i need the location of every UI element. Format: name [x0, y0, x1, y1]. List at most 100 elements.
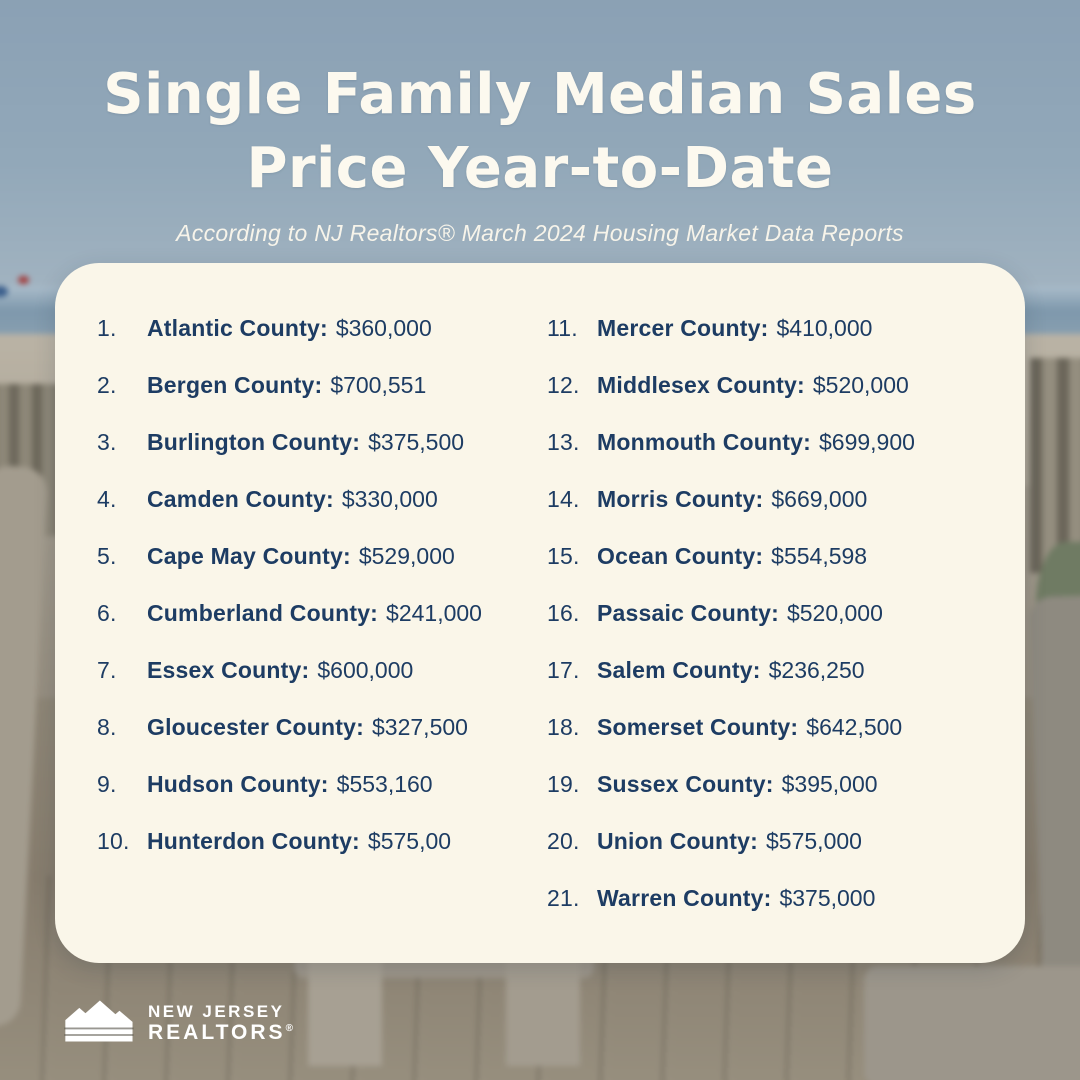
county-name: Atlantic County: — [147, 315, 328, 341]
county-name: Essex County: — [147, 657, 310, 683]
county-name: Cumberland County: — [147, 600, 379, 626]
county-name: Morris County: — [597, 486, 764, 512]
item-text: Essex County: $600,000 — [147, 657, 413, 684]
item-number: 9. — [97, 771, 117, 797]
county-list-item: 9. Hudson County: $553,160 — [97, 771, 547, 805]
subtitle: According to NJ Realtors® March 2024 Hou… — [176, 220, 904, 246]
item-number: 10. — [97, 828, 130, 854]
county-list-item: 7. Essex County: $600,000 — [97, 657, 547, 691]
item-text: Monmouth County: $699,900 — [597, 429, 915, 456]
county-name: Mercer County: — [597, 315, 769, 341]
median-price: $236,250 — [768, 657, 865, 683]
county-list-item: 11. Mercer County: $410,000 — [547, 315, 997, 349]
median-price: $375,500 — [368, 429, 465, 455]
houses-logo-icon — [60, 993, 136, 1054]
county-name: Ocean County: — [597, 543, 764, 569]
item-text: Cape May County: $529,000 — [147, 543, 455, 570]
county-list-item: 14. Morris County: $669,000 — [547, 486, 997, 520]
item-text: Morris County: $669,000 — [597, 486, 867, 513]
median-price: $575,00 — [367, 828, 452, 854]
item-text: Sussex County: $395,000 — [597, 771, 878, 798]
county-name: Somerset County: — [597, 714, 799, 740]
registered-trademark-symbol: ® — [285, 1023, 296, 1035]
median-price: $520,000 — [812, 372, 909, 398]
median-price: $327,500 — [372, 714, 468, 740]
item-number: 1. — [97, 315, 117, 341]
county-list-item: 13. Monmouth County: $699,900 — [547, 429, 997, 463]
median-price: $410,000 — [776, 315, 873, 341]
county-name: Hudson County: — [147, 771, 329, 797]
item-text: Camden County: $330,000 — [147, 486, 438, 513]
beach-umbrella-red — [18, 276, 29, 284]
item-number: 18. — [547, 714, 580, 740]
item-number: 16. — [547, 600, 580, 626]
county-list-item: 21. Warren County: $375,000 — [547, 885, 997, 919]
median-price: $529,000 — [358, 543, 455, 569]
county-name: Camden County: — [147, 486, 334, 512]
median-price: $375,000 — [779, 885, 876, 911]
item-number: 4. — [97, 486, 117, 512]
county-list-item: 6. Cumberland County: $241,000 — [97, 600, 547, 634]
item-text: Gloucester County: $327,500 — [147, 714, 468, 741]
beach-umbrella-blue — [0, 286, 8, 297]
item-text: Ocean County: $554,598 — [597, 543, 867, 570]
county-list-item: 10. Hunterdon County: $575,00 — [97, 828, 547, 862]
item-text: Bergen County: $700,551 — [147, 372, 426, 399]
county-list-item: 8. Gloucester County: $327,500 — [97, 714, 547, 748]
sky-background — [0, 0, 1080, 306]
price-list-card: 1. Atlantic County: $360,000 2. Bergen Co… — [55, 263, 1025, 963]
county-name: Warren County: — [597, 885, 772, 911]
item-text: Somerset County: $642,500 — [597, 714, 902, 741]
county-list-item: 2. Bergen County: $700,551 — [97, 372, 547, 406]
title-line-1: Single Family Median Sales — [103, 62, 977, 127]
item-number: 21. — [547, 885, 580, 911]
item-number: 13. — [547, 429, 580, 455]
county-list-item: 15. Ocean County: $554,598 — [547, 543, 997, 577]
county-list-item: 12. Middlesex County: $520,000 — [547, 372, 997, 406]
county-column-2: 11. Mercer County: $410,000 12. Middlesex… — [547, 315, 997, 963]
item-text: Middlesex County: $520,000 — [597, 372, 909, 399]
median-price: $699,900 — [818, 429, 915, 455]
median-price: $575,000 — [766, 828, 862, 854]
item-text: Mercer County: $410,000 — [597, 315, 872, 342]
beach-fence-right — [1030, 358, 1080, 573]
item-number: 11. — [547, 315, 578, 341]
concrete-block-bottom-right — [864, 966, 1080, 1080]
county-list-item: 16. Passaic County: $520,000 — [547, 600, 997, 634]
item-number: 3. — [97, 429, 117, 455]
item-number: 19. — [547, 771, 580, 797]
median-price: $330,000 — [341, 486, 438, 512]
county-name: Sussex County: — [597, 771, 774, 797]
median-price: $360,000 — [335, 315, 432, 341]
median-price: $520,000 — [786, 600, 883, 626]
county-name: Union County: — [597, 828, 759, 854]
median-price: $642,500 — [806, 714, 903, 740]
county-name: Salem County: — [597, 657, 761, 683]
item-number: 14. — [547, 486, 580, 512]
county-name: Hunterdon County: — [147, 828, 360, 854]
median-price: $600,000 — [317, 657, 414, 683]
item-text: Cumberland County: $241,000 — [147, 600, 482, 627]
item-number: 6. — [97, 600, 117, 626]
item-number: 20. — [547, 828, 580, 854]
county-name: Gloucester County: — [147, 714, 365, 740]
page-title: Single Family Median Sales Price Year-to… — [0, 58, 1080, 206]
county-list-item: 4. Camden County: $330,000 — [97, 486, 547, 520]
median-price: $241,000 — [386, 600, 482, 626]
item-text: Warren County: $375,000 — [597, 885, 875, 912]
county-list-item: 20. Union County: $575,000 — [547, 828, 997, 862]
brand-logo: NEW JERSEY REALTORS® — [60, 993, 296, 1054]
median-price: $700,551 — [330, 372, 427, 398]
county-name: Passaic County: — [597, 600, 779, 626]
item-text: Hudson County: $553,160 — [147, 771, 433, 798]
county-list-item: 19. Sussex County: $395,000 — [547, 771, 997, 805]
median-price: $553,160 — [336, 771, 433, 797]
county-name: Cape May County: — [147, 543, 351, 569]
brand-name-line-1: NEW JERSEY — [148, 1002, 285, 1022]
county-name: Bergen County: — [147, 372, 323, 398]
county-name: Middlesex County: — [597, 372, 805, 398]
county-column-1: 1. Atlantic County: $360,000 2. Bergen Co… — [97, 315, 547, 963]
county-list-item: 18. Somerset County: $642,500 — [547, 714, 997, 748]
median-price: $554,598 — [771, 543, 868, 569]
